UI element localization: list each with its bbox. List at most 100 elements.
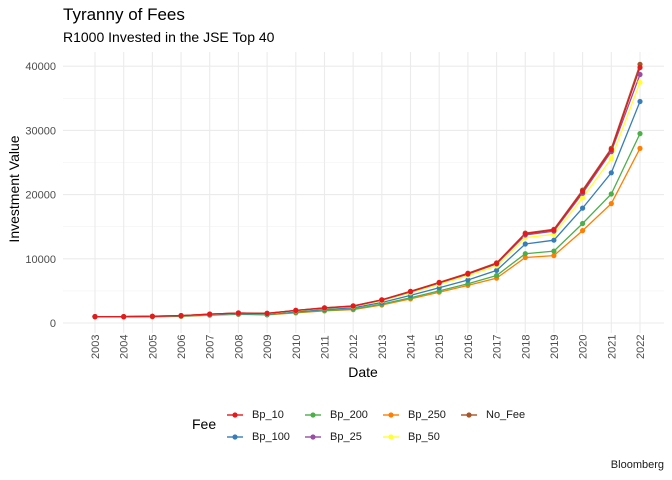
legend-key-bp_100: [227, 434, 243, 440]
legend-key-point: [232, 434, 238, 440]
series-points: [92, 61, 643, 320]
legend-key-point: [388, 412, 394, 418]
legend-label: Bp_250: [408, 409, 446, 421]
legend-key-bp_250: [383, 412, 399, 418]
y-tick-label: 20000: [25, 190, 56, 202]
x-tick-label: 2003: [90, 335, 102, 359]
legend-empty-cell: [460, 426, 538, 448]
legend-title: Fee: [192, 416, 217, 432]
y-axis-title: Investment Value: [6, 135, 22, 242]
line-chart: 0 10000 20000 30000 40000 2003 2004 2005 2006 20…: [6, 52, 664, 380]
data-point-bp_50: [637, 79, 643, 85]
series-line-bp_10: [95, 67, 641, 318]
data-point-bp_10: [264, 310, 270, 316]
x-tick-label: 2019: [549, 335, 561, 359]
data-point-bp_200: [522, 251, 528, 257]
legend-key-point: [466, 412, 472, 418]
legend-key-point: [310, 412, 316, 418]
legend-item-bp_250: Bp_250: [382, 404, 460, 426]
x-tick-label: 2004: [119, 335, 131, 359]
data-point-bp_100: [465, 277, 471, 283]
legend-item-bp_100: Bp_100: [226, 426, 304, 448]
y-tick-label: 10000: [25, 254, 56, 266]
data-point-bp_10: [207, 311, 213, 317]
legend-item-bp_10: Bp_10: [226, 404, 304, 426]
data-point-bp_10: [580, 188, 586, 194]
x-tick-label: 2013: [377, 335, 389, 359]
chart-title: Tyranny of Fees: [63, 5, 185, 24]
legend-label: Bp_200: [330, 409, 368, 421]
x-tick-label: 2018: [520, 335, 532, 359]
data-point-bp_10: [178, 313, 184, 319]
data-point-bp_10: [121, 314, 127, 320]
series-line-bp_250: [94, 148, 641, 318]
major-gridlines: [63, 52, 664, 333]
source-caption: Bloomberg: [610, 459, 664, 471]
legend-key-bp_10: [227, 412, 243, 418]
data-point-bp_50: [608, 156, 614, 162]
data-point-bp_10: [465, 271, 471, 277]
data-point-bp_10: [407, 288, 414, 295]
data-point-bp_10: [235, 310, 241, 316]
legend-label: Bp_25: [330, 431, 362, 443]
series-line-bp_25: [95, 74, 641, 318]
series-lines: [94, 64, 641, 318]
legend-key-bp_25: [305, 434, 321, 440]
series-line-bp_50: [95, 82, 641, 318]
data-point-bp_50: [580, 195, 586, 201]
data-point-bp_10: [637, 64, 643, 71]
legend-key-bp_200: [305, 412, 321, 418]
x-tick-label: 2005: [147, 335, 159, 359]
y-tick-label: 40000: [25, 61, 56, 73]
data-point-bp_250: [580, 228, 586, 234]
x-tick-label: 2015: [434, 335, 446, 359]
chart-subtitle: R1000 Invested in the JSE Top 40: [63, 29, 275, 45]
x-tick-label: 2010: [291, 335, 303, 359]
legend-item-bp_200: Bp_200: [304, 404, 382, 426]
data-point-bp_10: [608, 147, 614, 153]
data-point-bp_10: [350, 303, 356, 309]
legend-label: Bp_100: [252, 431, 290, 443]
y-tick-label: 0: [50, 318, 56, 330]
data-point-bp_100: [637, 98, 643, 105]
data-point-bp_10: [321, 305, 328, 311]
data-point-bp_250: [551, 253, 557, 259]
x-tick-label: 2012: [348, 335, 360, 359]
data-point-bp_200: [465, 281, 471, 287]
legend-label: No_Fee: [486, 409, 526, 421]
data-point-bp_100: [522, 241, 528, 247]
legend-label: Bp_50: [408, 431, 440, 443]
data-point-bp_10: [551, 227, 557, 233]
data-point-bp_200: [637, 131, 643, 137]
legend-entries: Bp_10 Bp_200 Bp_250 No_Fee Bp_100 Bp_25 Bp_50: [226, 404, 538, 448]
x-tick-label: 2014: [406, 335, 418, 359]
legend-key-no_fee: [461, 412, 477, 418]
legend-key-point: [388, 434, 394, 440]
data-point-bp_100: [580, 205, 586, 211]
x-tick-label: 2007: [205, 335, 217, 359]
data-point-bp_100: [608, 170, 614, 176]
legend-key-point: [232, 412, 238, 418]
x-tick-label: 2021: [606, 335, 618, 359]
data-point-bp_10: [379, 297, 385, 303]
x-tick-label: 2008: [233, 335, 245, 359]
legend-item-no_fee: No_Fee: [460, 404, 538, 426]
legend-key-point: [310, 434, 316, 440]
x-tick-label: 2006: [176, 335, 188, 359]
data-point-bp_200: [580, 220, 586, 227]
x-axis-tick-labels: 2003 2004 2005 2006 2007 2008 2009 2010 2011 2012…: [90, 335, 647, 359]
data-point-bp_10: [293, 307, 299, 313]
data-point-bp_200: [608, 191, 614, 197]
data-point-bp_10: [149, 313, 155, 319]
data-point-bp_200: [551, 248, 557, 254]
data-point-bp_10: [522, 231, 528, 237]
data-point-bp_25: [637, 71, 643, 78]
x-tick-label: 2020: [578, 335, 590, 359]
data-point-bp_10: [494, 260, 500, 266]
x-tick-label: 2009: [262, 335, 274, 359]
x-tick-label: 2017: [492, 335, 504, 359]
data-point-bp_250: [522, 254, 528, 261]
data-point-bp_100: [494, 267, 500, 273]
y-tick-label: 30000: [25, 125, 56, 137]
data-point-bp_10: [436, 280, 442, 286]
